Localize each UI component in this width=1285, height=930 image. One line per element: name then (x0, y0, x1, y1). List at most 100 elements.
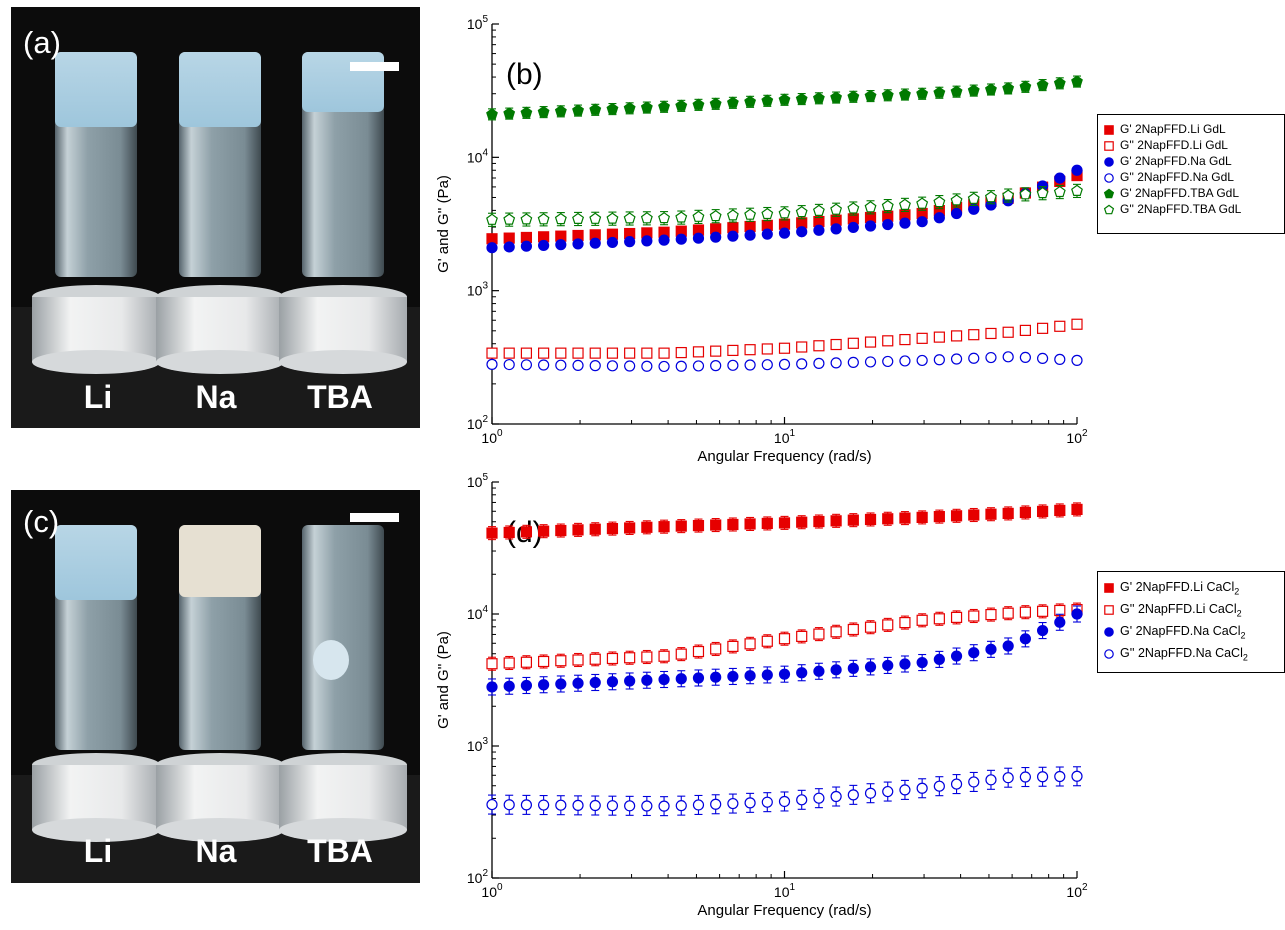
data-point (812, 204, 825, 216)
data-point (572, 359, 584, 372)
data-point (778, 93, 791, 105)
data-point (1019, 606, 1031, 618)
data-point (881, 89, 894, 101)
data-point (864, 621, 877, 633)
legend-marker-shape (1104, 605, 1114, 615)
series-1 (486, 602, 1083, 671)
data-point (1019, 351, 1031, 364)
data-point (589, 653, 601, 665)
panel-label-a: (a) (23, 25, 61, 60)
legend-entry: G'' 2NapFFD.Na GdL (1098, 169, 1284, 185)
legend-marker-shape (1104, 649, 1114, 659)
data-point (813, 665, 825, 677)
legend-entry: G'' 2NapFFD.Li CaCl2 (1098, 601, 1284, 623)
data-point (968, 776, 980, 788)
data-point (538, 799, 550, 811)
data-point (882, 659, 894, 672)
legend-label: G'' 2NapFFD.TBA GdL (1120, 202, 1242, 216)
data-point (950, 650, 963, 662)
data-point (761, 207, 774, 220)
data-point (589, 676, 601, 689)
data-point (864, 356, 877, 368)
data-point (933, 195, 946, 208)
y-axis-label: G' and G'' (Pa) (435, 631, 452, 729)
data-point (847, 221, 859, 234)
y-tick-label: 104 (467, 147, 489, 165)
series-2 (486, 605, 1083, 696)
data-point (778, 668, 791, 680)
data-point (950, 207, 963, 220)
data-point (882, 785, 894, 798)
data-point (692, 645, 705, 658)
data-point (778, 227, 791, 239)
data-point (916, 614, 928, 626)
data-point (675, 673, 687, 685)
data-point (641, 651, 653, 663)
data-point (830, 91, 843, 103)
data-point (864, 89, 877, 102)
data-point (830, 515, 842, 527)
vial-li-a (32, 52, 160, 374)
data-point (950, 330, 963, 342)
data-point (761, 94, 774, 106)
legend-marker-shape (1104, 627, 1114, 637)
data-point (624, 522, 636, 534)
data-point (864, 513, 877, 526)
data-point (1036, 605, 1049, 617)
data-point (640, 101, 653, 113)
data-point (916, 332, 928, 344)
data-point (589, 347, 601, 359)
data-point (1036, 186, 1049, 199)
data-point (899, 217, 911, 229)
data-point (692, 210, 705, 222)
data-point (1019, 633, 1031, 645)
legend-marker-shape (1104, 173, 1114, 183)
data-point (486, 242, 498, 254)
data-point (1054, 504, 1066, 517)
data-point (675, 211, 688, 223)
data-point (623, 102, 636, 114)
data-point (572, 524, 584, 536)
data-point (933, 613, 945, 625)
vial-na-a (156, 52, 284, 374)
data-point (1036, 771, 1049, 783)
data-point (503, 799, 515, 811)
data-point (967, 192, 980, 204)
data-point (658, 211, 671, 224)
data-point (606, 523, 619, 535)
legend-entry: G'' 2NapFFD.Na CaCl2 (1098, 645, 1284, 667)
vial-label-li: Li (83, 379, 113, 415)
x-tick-label: 101 (774, 428, 796, 446)
data-point (486, 658, 498, 670)
data-point (830, 203, 842, 215)
data-point (1054, 616, 1066, 628)
data-point (778, 342, 791, 354)
data-point (503, 241, 515, 253)
data-point (1053, 77, 1066, 89)
data-point (1002, 640, 1014, 652)
data-point (813, 224, 825, 236)
data-point (1071, 184, 1083, 196)
data-point (984, 83, 997, 95)
data-point (538, 679, 550, 691)
data-point (1053, 185, 1066, 198)
data-point (692, 519, 705, 532)
data-point (761, 635, 773, 647)
data-point (589, 212, 602, 224)
data-point (726, 209, 739, 221)
legend-label: G' 2NapFFD.TBA GdL (1120, 186, 1239, 200)
data-point (1002, 772, 1014, 784)
data-point (675, 648, 687, 660)
data-point (1019, 771, 1031, 783)
data-point (1054, 353, 1066, 365)
data-point (916, 656, 928, 669)
photo-panel-a: (a) Li Na TBA (11, 7, 420, 428)
data-point (503, 347, 515, 359)
data-point (1054, 770, 1066, 783)
legend-label: G' 2NapFFD.Na GdL (1120, 154, 1232, 168)
vial-tba-c (279, 525, 407, 842)
data-point (761, 343, 773, 355)
data-point (761, 517, 773, 530)
data-point (1002, 189, 1015, 201)
data-point (950, 510, 963, 522)
